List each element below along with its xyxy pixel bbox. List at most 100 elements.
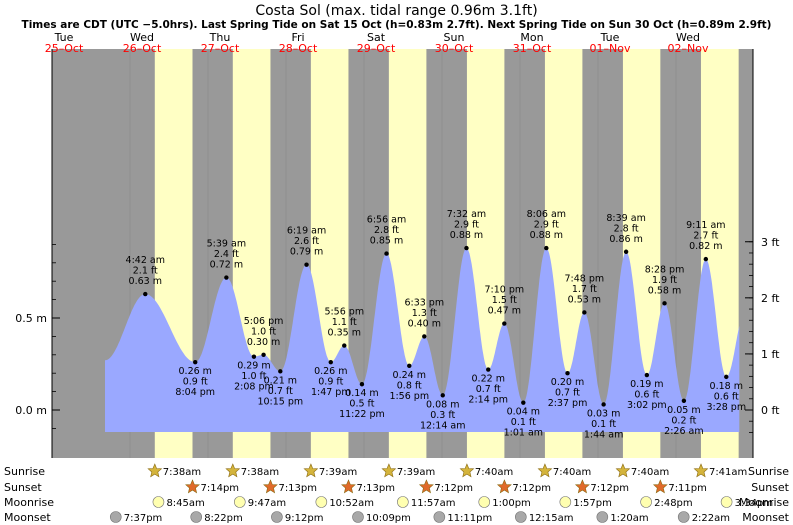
moonset-time: 11:11pm <box>447 513 492 524</box>
tide-label: 8:28 pm <box>645 264 685 275</box>
tide-label: 0.05 m <box>667 405 700 416</box>
row-label-left: Sunrise <box>4 465 45 478</box>
moonrise-time: 1:57pm <box>573 498 612 509</box>
tide-label: 1:01 am <box>504 428 543 439</box>
day-date: 01–Nov <box>590 42 631 55</box>
tide-point <box>703 256 709 262</box>
tide-label: 0.18 m <box>710 381 743 392</box>
tide-label: 2.4 ft <box>214 249 239 260</box>
moonrise-icon <box>640 496 652 508</box>
sunrise-time: 7:41am <box>709 467 747 478</box>
tide-label: 2:08 pm <box>234 382 274 393</box>
tide-label: 0.47 m <box>488 306 521 317</box>
low-tide-marker: 0.18 m0.6 ft3:28 pm <box>706 374 746 413</box>
sunrise-time: 7:38am <box>241 467 279 478</box>
sunrise-icon <box>693 463 709 478</box>
row-label-right: Moonset <box>742 511 789 524</box>
moonset-time: 10:09pm <box>366 513 411 524</box>
moonrise-time: 11:57am <box>411 498 456 509</box>
high-tide-marker: 5:39 am2.4 ft0.72 m <box>207 239 246 280</box>
row-label-right: Sunrise <box>748 465 789 478</box>
tide-label: 0.35 m <box>328 328 361 339</box>
tide-label: 0.79 m <box>290 247 323 258</box>
low-tide-marker: 0.03 m0.1 ft1:44 am <box>584 402 623 440</box>
tide-label: 0.58 m <box>648 285 681 296</box>
moonrise-icon <box>397 496 409 508</box>
tide-label: 2.7 ft <box>693 231 718 242</box>
tide-label: 1.5 ft <box>492 295 517 306</box>
tide-point <box>724 374 729 380</box>
moonrise-time: 2:48pm <box>654 498 693 509</box>
tide-label: 2.6 ft <box>294 236 319 247</box>
right-tick-label: 0 ft <box>761 404 780 417</box>
high-tide-marker: 8:06 am2.9 ft0.88 m <box>527 209 566 251</box>
moonset-icon <box>515 511 527 523</box>
left-tick-label: 0.0 m <box>15 404 47 417</box>
moonrise-time: 1:00pm <box>492 498 531 509</box>
tide-label: 11:22 pm <box>339 409 385 420</box>
sunrise-time: 7:39am <box>397 467 435 478</box>
low-tide-marker: 0.26 m0.9 ft1:47 pm <box>311 359 351 398</box>
tide-label: 2.8 ft <box>614 223 639 234</box>
sunrise-icon <box>459 463 475 478</box>
tide-label: 0.20 m <box>551 377 584 388</box>
low-tide-marker: 0.19 m0.6 ft3:02 pm <box>627 372 667 411</box>
moonrise-row: Moonrise Moonrise 8:45am 9:47am 10:52am 11:57… <box>4 496 789 509</box>
tide-label: 0.88 m <box>530 230 563 241</box>
high-tide-marker: 7:10 pm1.5 ft0.47 m <box>484 285 524 326</box>
tide-label: 8:04 pm <box>175 387 215 398</box>
day-of-week: Thu <box>209 31 231 44</box>
tide-label: 10:15 pm <box>257 396 303 407</box>
sunrise-icon <box>147 463 163 478</box>
sunset-row: Sunset Sunset 7:14pm 7:13pm 7:13pm 7:12pm 7:12… <box>4 479 790 494</box>
tide-label: 5:39 am <box>207 239 246 250</box>
tide-label: 8:06 am <box>527 209 566 220</box>
sunset-icon <box>185 479 200 494</box>
tide-label: 2:37 pm <box>548 398 588 409</box>
high-tide-marker: 5:06 pm1.0 ft0.30 m <box>244 316 284 357</box>
tide-label: 0.24 m <box>393 370 426 381</box>
sunrise-icon <box>615 463 631 478</box>
moonrise-icon <box>233 496 246 508</box>
tide-point <box>342 343 347 348</box>
tide-label: 0.72 m <box>210 260 243 271</box>
tide-label: 2.9 ft <box>454 220 479 231</box>
tide-label: 7:10 pm <box>484 285 524 296</box>
moonset-icon <box>271 511 283 523</box>
sunset-icon <box>574 479 590 494</box>
moonset-icon <box>433 511 446 523</box>
moonrise-time: 3:34pm <box>735 498 774 509</box>
moonset-icon <box>190 511 203 523</box>
left-tick-label: 0.5 m <box>15 312 47 325</box>
tide-point <box>502 321 507 326</box>
tide-label: 0.6 ft <box>714 391 739 402</box>
low-tide-marker: 0.29 m1.0 ft2:08 pm <box>234 354 274 393</box>
high-tide-marker: 5:56 pm1.1 ft0.35 m <box>324 307 364 348</box>
day-date: 28–Oct <box>279 42 318 55</box>
sunrise-time: 7:40am <box>475 467 513 478</box>
low-tide-marker: 0.04 m0.1 ft1:01 am <box>504 400 543 439</box>
row-label-right: Moonrise <box>739 496 789 509</box>
moonrise-time: 10:52am <box>329 498 374 509</box>
day-of-week: Wed <box>676 31 700 44</box>
tide-point <box>544 245 549 251</box>
tide-label: 5:06 pm <box>244 316 284 327</box>
moonrise-icon <box>152 496 165 508</box>
row-label-left: Moonrise <box>4 496 54 509</box>
tide-point <box>464 245 469 251</box>
tide-label: 0.9 ft <box>183 377 208 388</box>
tide-point <box>251 354 257 359</box>
tide-label: 0.53 m <box>568 294 601 305</box>
low-tide-marker: 0.20 m0.7 ft2:37 pm <box>548 371 588 409</box>
day-of-week: Tue <box>54 31 74 44</box>
moonrise-icon <box>315 496 328 508</box>
tide-label: 1:56 pm <box>389 391 429 402</box>
day-of-week: Mon <box>520 31 543 44</box>
high-tide-marker: 7:48 pm1.7 ft0.53 m <box>565 273 604 315</box>
row-label-right: Sunset <box>751 481 789 494</box>
chart-subtitle: Times are CDT (UTC −5.0hrs). Last Spring… <box>22 19 772 31</box>
high-tide-marker: 6:56 am2.8 ft0.85 m <box>367 215 406 256</box>
tide-label: 3:02 pm <box>627 400 667 411</box>
tide-label: 0.63 m <box>129 276 162 287</box>
